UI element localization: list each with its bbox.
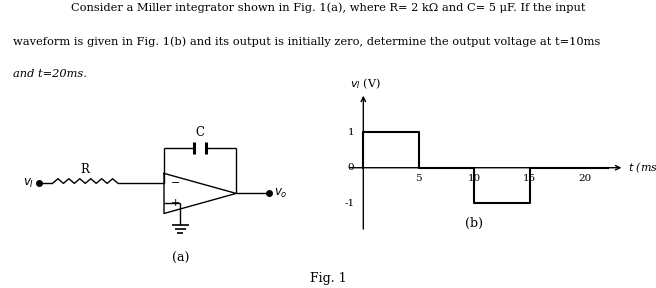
Text: −: − <box>171 178 180 188</box>
Text: 1: 1 <box>348 128 354 137</box>
Text: (a): (a) <box>172 252 189 265</box>
Text: $v_o$: $v_o$ <box>274 187 287 200</box>
Text: Consider a Miller integrator shown in Fig. 1(a), where R= 2 kΩ and C= 5 μF. If t: Consider a Miller integrator shown in Fi… <box>71 3 585 14</box>
Text: 0: 0 <box>348 163 354 172</box>
Text: 5: 5 <box>415 174 422 183</box>
Text: C: C <box>195 126 205 139</box>
Text: $v_I$: $v_I$ <box>23 177 35 190</box>
Text: waveform is given in Fig. 1(b) and its output is initially zero, determine the o: waveform is given in Fig. 1(b) and its o… <box>13 36 600 47</box>
Text: 20: 20 <box>579 174 592 183</box>
Text: $t$ (ms): $t$ (ms) <box>628 160 656 175</box>
Text: -1: -1 <box>344 199 354 208</box>
Text: 10: 10 <box>468 174 481 183</box>
Text: (b): (b) <box>465 217 483 230</box>
Text: $v_I$ (V): $v_I$ (V) <box>350 76 380 91</box>
Text: R: R <box>81 163 90 176</box>
Text: and t=20ms.: and t=20ms. <box>13 69 87 79</box>
Text: Fig. 1: Fig. 1 <box>310 272 346 285</box>
Text: 15: 15 <box>523 174 537 183</box>
Text: +: + <box>171 198 180 209</box>
